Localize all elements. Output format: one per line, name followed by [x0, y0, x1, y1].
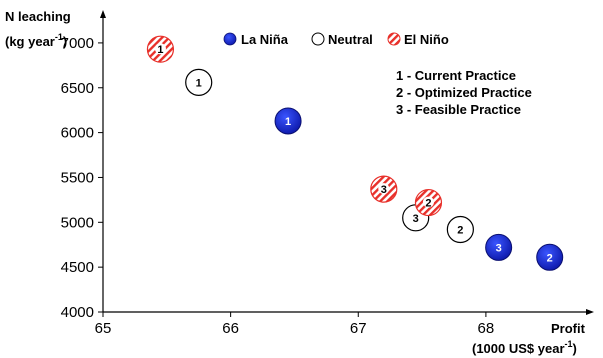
legend-marker-la-nina — [223, 32, 237, 46]
legend-label-neutral: Neutral — [328, 32, 373, 47]
point-label: 2 — [547, 252, 553, 264]
y-tick-label: 6000 — [61, 125, 94, 142]
y-tick-label: 4500 — [61, 259, 94, 276]
legend-marker-el-nino — [387, 32, 401, 46]
y-axis-title: N leaching — [5, 9, 71, 24]
x-axis-arrow — [586, 309, 594, 315]
point-label-bg — [154, 43, 166, 55]
y-tick-label: 7000 — [61, 35, 94, 52]
x-axis-title: Profit — [551, 321, 586, 336]
y-axis-unit: (kg year-1) — [5, 32, 67, 49]
point-label: 1 — [196, 77, 202, 89]
point-label-bg — [378, 183, 390, 195]
point-label: 2 — [457, 224, 463, 236]
y-axis-arrow — [100, 10, 106, 18]
point-label: 3 — [413, 213, 419, 225]
legend-label-la-nina: La Niña — [241, 32, 289, 47]
point-neutral — [446, 215, 474, 244]
point-label: 1 — [157, 44, 163, 56]
y-tick-label: 4000 — [61, 304, 94, 321]
point-la-nina — [485, 233, 513, 261]
point-label: 1 — [285, 116, 291, 128]
x-axis-unit: (1000 US$ year-1) — [472, 339, 577, 356]
annotation-feasible-practice: 3 - Feasible Practice — [396, 102, 521, 117]
point-label: 2 — [425, 198, 431, 210]
point-label: 3 — [381, 184, 387, 196]
annotation-optimized-practice: 2 - Optimized Practice — [396, 85, 532, 100]
point-label: 3 — [496, 242, 502, 254]
x-tick-label: 65 — [95, 320, 112, 337]
legend: La Niña Neutral El Niño — [223, 32, 449, 47]
annotation-current-practice: 1 - Current Practice — [396, 68, 516, 83]
point-neutral — [185, 68, 213, 96]
point-la-nina — [536, 243, 564, 271]
y-tick-label: 5000 — [61, 214, 94, 231]
point-la-nina — [274, 107, 302, 135]
point-label-bg — [422, 196, 434, 208]
x-tick-label: 66 — [222, 320, 239, 337]
x-tick-label: 67 — [350, 320, 367, 337]
y-ticks: 4000 4500 5000 5500 6000 6500 7000 — [61, 35, 103, 321]
legend-marker-neutral — [311, 32, 325, 46]
x-tick-label: 68 — [478, 320, 495, 337]
legend-label-el-nino: El Niño — [404, 32, 449, 47]
y-tick-label: 6500 — [61, 80, 94, 97]
y-tick-label: 5500 — [61, 169, 94, 186]
x-ticks: 65 66 67 68 — [95, 312, 495, 337]
